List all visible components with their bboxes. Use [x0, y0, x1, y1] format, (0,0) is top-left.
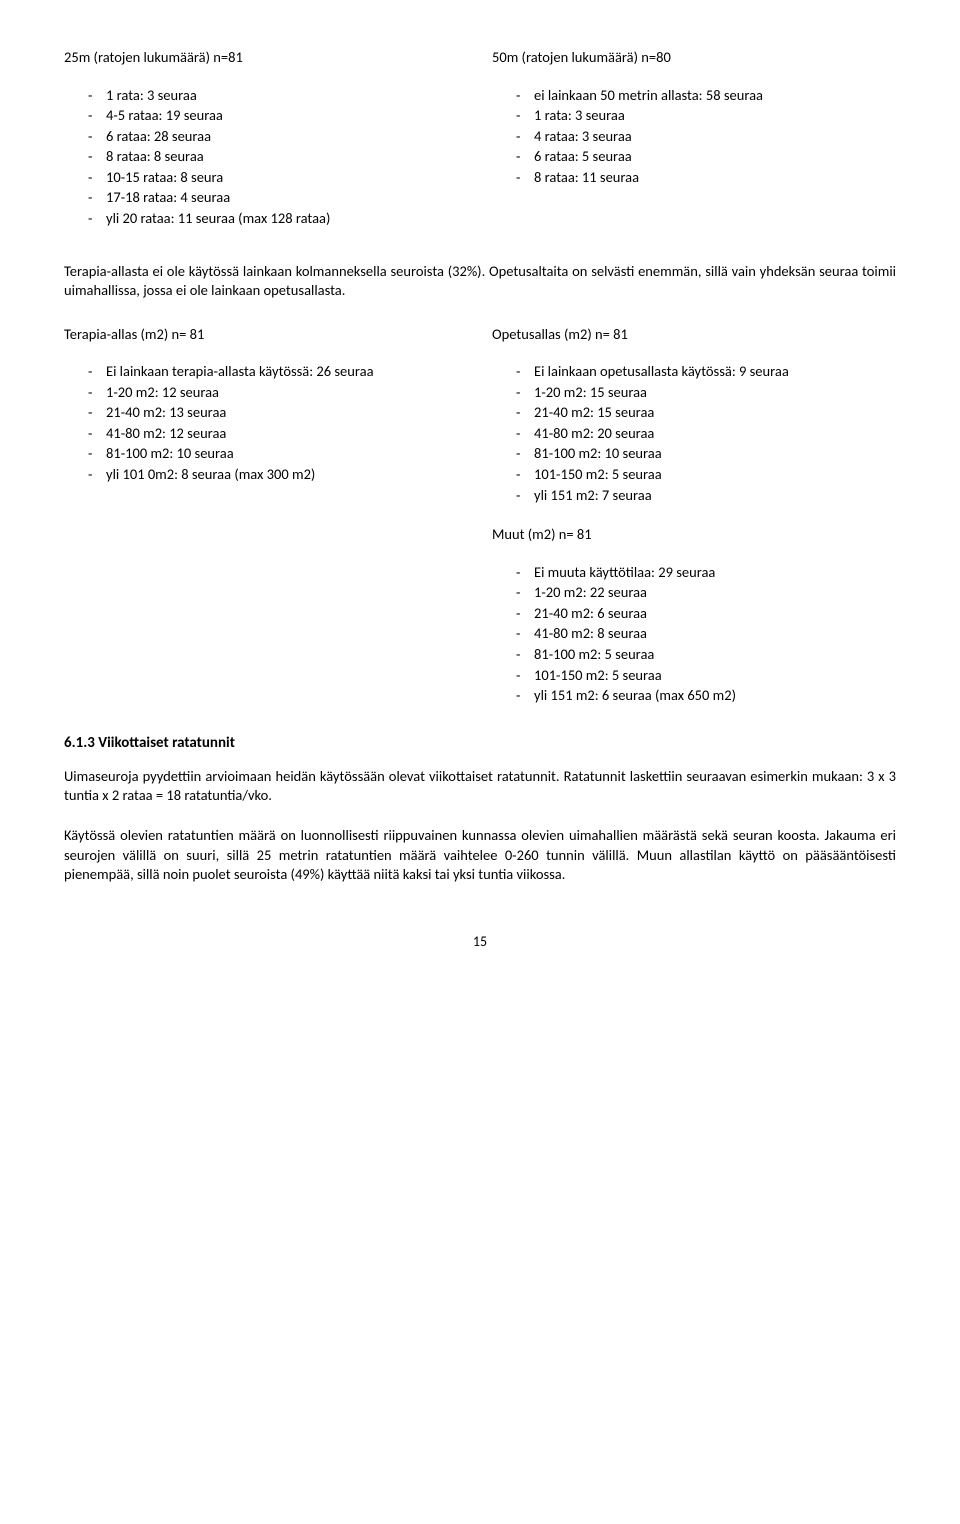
page-number: 15: [64, 933, 896, 952]
list-item: 21-40 m2: 15 seuraa: [492, 403, 896, 423]
list-item: 6 rataa: 5 seuraa: [492, 147, 896, 167]
list-item: 1-20 m2: 12 seuraa: [64, 383, 468, 403]
list-item: Ei lainkaan opetusallasta käytössä: 9 se…: [492, 362, 896, 382]
top-right-list: ei lainkaan 50 metrin allasta: 58 seuraa…: [492, 86, 896, 188]
list-item: yli 101 0m2: 8 seuraa (max 300 m2): [64, 465, 468, 485]
paragraph-3: Käytössä olevien ratatuntien määrä on lu…: [64, 826, 896, 885]
top-right-col: 50m (ratojen lukumäärä) n=80 ei lainkaan…: [492, 48, 896, 230]
top-left-col: 25m (ratojen lukumäärä) n=81 1 rata: 3 s…: [64, 48, 468, 230]
top-left-list: 1 rata: 3 seuraa4-5 rataa: 19 seuraa6 ra…: [64, 86, 468, 229]
list-item: 6 rataa: 28 seuraa: [64, 127, 468, 147]
top-lists: 25m (ratojen lukumäärä) n=81 1 rata: 3 s…: [64, 48, 896, 230]
top-left-title: 25m (ratojen lukumäärä) n=81: [64, 48, 468, 68]
mid-right-list: Ei lainkaan opetusallasta käytössä: 9 se…: [492, 362, 896, 505]
mid-right-col: Opetusallas (m2) n= 81 Ei lainkaan opetu…: [492, 325, 896, 707]
list-item: 1 rata: 3 seuraa: [492, 106, 896, 126]
list-item: 21-40 m2: 6 seuraa: [492, 604, 896, 624]
list-item: 81-100 m2: 5 seuraa: [492, 645, 896, 665]
mid-left-list: Ei lainkaan terapia-allasta käytössä: 26…: [64, 362, 468, 484]
list-item: 1-20 m2: 22 seuraa: [492, 583, 896, 603]
list-item: 8 rataa: 8 seuraa: [64, 147, 468, 167]
list-item: 41-80 m2: 12 seuraa: [64, 424, 468, 444]
list-item: yli 20 rataa: 11 seuraa (max 128 rataa): [64, 209, 468, 229]
list-item: 17-18 rataa: 4 seuraa: [64, 188, 468, 208]
list-item: Ei lainkaan terapia-allasta käytössä: 26…: [64, 362, 468, 382]
mid-right-sub: Muut (m2) n= 81 Ei muuta käyttötilaa: 29…: [492, 525, 896, 706]
mid-lists: Terapia-allas (m2) n= 81 Ei lainkaan ter…: [64, 325, 896, 707]
list-item: 41-80 m2: 8 seuraa: [492, 624, 896, 644]
mid-right-title: Opetusallas (m2) n= 81: [492, 325, 896, 345]
mid-right-sub-list: Ei muuta käyttötilaa: 29 seuraa1-20 m2: …: [492, 563, 896, 706]
list-item: 10-15 rataa: 8 seura: [64, 168, 468, 188]
list-item: 4 rataa: 3 seuraa: [492, 127, 896, 147]
list-item: 4-5 rataa: 19 seuraa: [64, 106, 468, 126]
mid-right-sub-title: Muut (m2) n= 81: [492, 525, 896, 545]
list-item: Ei muuta käyttötilaa: 29 seuraa: [492, 563, 896, 583]
list-item: yli 151 m2: 6 seuraa (max 650 m2): [492, 686, 896, 706]
list-item: 1-20 m2: 15 seuraa: [492, 383, 896, 403]
paragraph-1: Terapia-allasta ei ole käytössä lainkaan…: [64, 262, 896, 301]
mid-left-title: Terapia-allas (m2) n= 81: [64, 325, 468, 345]
top-right-title: 50m (ratojen lukumäärä) n=80: [492, 48, 896, 68]
section-heading: 6.1.3 Viikottaiset ratatunnit: [64, 733, 896, 753]
list-item: 101-150 m2: 5 seuraa: [492, 666, 896, 686]
list-item: yli 151 m2: 7 seuraa: [492, 486, 896, 506]
list-item: 1 rata: 3 seuraa: [64, 86, 468, 106]
list-item: 8 rataa: 11 seuraa: [492, 168, 896, 188]
mid-left-col: Terapia-allas (m2) n= 81 Ei lainkaan ter…: [64, 325, 468, 707]
paragraph-2: Uimaseuroja pyydettiin arvioimaan heidän…: [64, 767, 896, 806]
list-item: 41-80 m2: 20 seuraa: [492, 424, 896, 444]
list-item: ei lainkaan 50 metrin allasta: 58 seuraa: [492, 86, 896, 106]
list-item: 101-150 m2: 5 seuraa: [492, 465, 896, 485]
list-item: 81-100 m2: 10 seuraa: [64, 444, 468, 464]
list-item: 81-100 m2: 10 seuraa: [492, 444, 896, 464]
list-item: 21-40 m2: 13 seuraa: [64, 403, 468, 423]
